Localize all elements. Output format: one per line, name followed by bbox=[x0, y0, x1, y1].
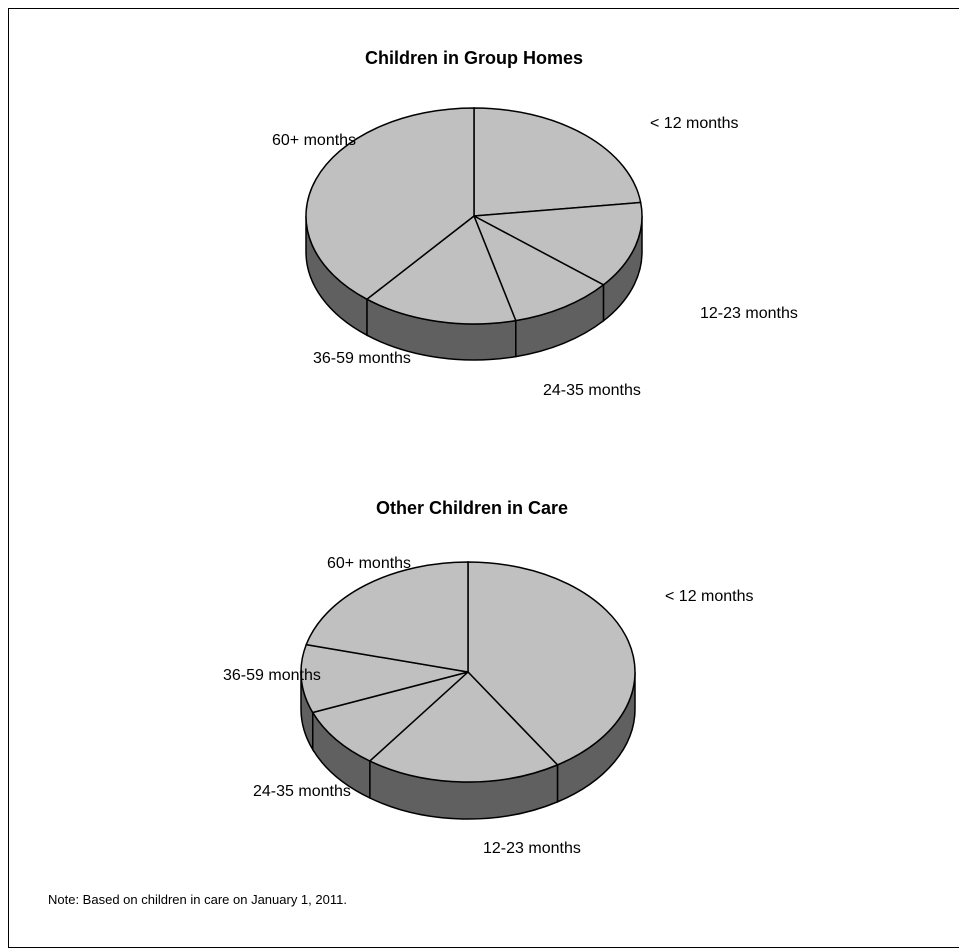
pie-1-label-4: 60+ months bbox=[327, 555, 411, 572]
chart-1-title: Children in Group Homes bbox=[365, 48, 583, 68]
pie-0-slice-1 bbox=[471, 201, 643, 286]
chart-2-title: Other Children in Care bbox=[376, 498, 568, 518]
pie-1-slice-2 bbox=[311, 671, 469, 762]
pie-0-slice-3 bbox=[365, 214, 517, 325]
pie-0-label-1: 12-23 months bbox=[700, 305, 798, 322]
pie-1-slice-1 bbox=[368, 670, 559, 783]
pie-1-label-2: 24-35 months bbox=[253, 783, 351, 800]
footnote: Note: Based on children in care on Janua… bbox=[48, 892, 347, 907]
pie-1-slice-3 bbox=[300, 643, 469, 714]
pie-1-label-3: 36-59 months bbox=[223, 667, 321, 684]
pie-0-label-0: < 12 months bbox=[650, 115, 739, 132]
pie-0-slice-2 bbox=[472, 214, 605, 322]
pie-0-label-3: 36-59 months bbox=[313, 350, 411, 367]
pie-chart-group-homes: < 12 months 12-23 months 24-35 months 36-59… bbox=[272, 107, 798, 399]
pie-0-label-4: 60+ months bbox=[272, 132, 356, 149]
pie-0-label-2: 24-35 months bbox=[543, 382, 641, 399]
pie-1-label-0: < 12 months bbox=[665, 588, 754, 605]
pie-chart-other-children: < 12 months 12-23 months 24-35 months 36-59… bbox=[223, 555, 754, 857]
pie-1-slice-4 bbox=[305, 561, 469, 673]
pie-1-slice-0 bbox=[467, 561, 636, 766]
pie-0-slice-4 bbox=[305, 107, 475, 301]
pie-0-slice-0 bbox=[473, 107, 642, 217]
pie-1-label-1: 12-23 months bbox=[483, 840, 581, 857]
